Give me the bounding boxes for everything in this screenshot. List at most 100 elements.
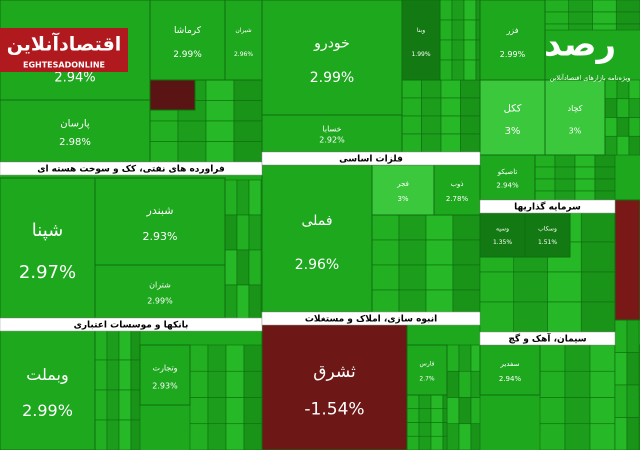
small-tile — [149, 141, 179, 163]
small-tile — [475, 59, 481, 81]
small-tile — [371, 289, 400, 316]
small-tile — [580, 211, 616, 243]
small-tile — [421, 133, 442, 153]
small-tile — [205, 141, 235, 163]
small-tile — [236, 214, 250, 251]
small-tile — [440, 97, 461, 117]
small-tile — [418, 394, 432, 410]
tile-label: فزر — [505, 26, 518, 35]
small-tile — [592, 0, 617, 13]
small-tile — [574, 154, 596, 168]
small-tile — [371, 214, 400, 241]
small-tile — [421, 79, 442, 99]
small-tile — [470, 423, 481, 450]
small-tile — [564, 344, 591, 372]
small-tile — [224, 179, 238, 216]
small-tile — [470, 370, 481, 398]
small-tile — [554, 178, 576, 192]
small-tile — [224, 214, 238, 251]
small-tile — [589, 344, 616, 372]
tile — [479, 0, 546, 81]
small-tile — [574, 166, 596, 180]
small-tile — [418, 408, 432, 423]
small-tile — [94, 359, 108, 391]
small-tile — [463, 39, 477, 61]
small-tile — [554, 154, 576, 168]
small-tile — [614, 352, 628, 386]
small-tile — [401, 115, 422, 135]
small-tile — [564, 423, 591, 450]
tile-change: 2.93% — [143, 230, 178, 243]
small-tile — [401, 97, 422, 117]
tile-label: ثشرق — [313, 362, 356, 382]
small-tile — [616, 98, 630, 118]
sector-title: فلزات اساسی — [339, 155, 403, 165]
small-tile — [592, 11, 617, 25]
tile — [479, 79, 546, 156]
small-tile — [615, 23, 640, 31]
small-tile — [568, 0, 593, 13]
tile-change: 2.93% — [152, 381, 178, 390]
small-tile — [425, 214, 454, 241]
small-tile — [442, 435, 448, 450]
small-tile — [189, 344, 209, 372]
small-tile — [626, 384, 640, 418]
small-tile — [539, 370, 566, 398]
small-tile — [430, 422, 444, 437]
tile — [149, 0, 226, 81]
tile — [0, 177, 96, 319]
small-tile — [616, 79, 630, 100]
small-tile — [233, 141, 263, 163]
small-tile — [439, 59, 453, 81]
tile — [94, 264, 226, 319]
tile — [261, 0, 403, 116]
tile-change: 2.94% — [496, 182, 519, 190]
small-tile — [479, 301, 515, 333]
small-tile — [243, 423, 263, 450]
sector-header — [479, 331, 616, 346]
small-tile — [430, 394, 444, 410]
small-tile — [534, 190, 556, 201]
small-tile — [248, 249, 262, 286]
small-tile — [418, 435, 432, 450]
small-tiles — [94, 0, 640, 450]
small-tile — [224, 249, 238, 286]
tile — [94, 177, 226, 266]
small-tile — [475, 0, 481, 21]
small-tile — [205, 100, 235, 122]
tile-change: 2.99% — [173, 50, 202, 60]
small-tile — [425, 239, 454, 266]
brand-name: رصد — [544, 25, 616, 65]
small-tile — [574, 178, 596, 192]
small-tile — [580, 271, 616, 303]
tile-change: 2.94% — [54, 71, 95, 86]
small-tile — [594, 154, 616, 168]
small-tile — [371, 239, 400, 266]
small-tile — [460, 115, 481, 135]
small-tile — [106, 329, 120, 361]
small-tile — [130, 419, 141, 450]
small-tile — [451, 59, 465, 81]
small-tile — [554, 190, 576, 201]
tile-change: 2.99% — [310, 70, 354, 86]
small-tile — [236, 179, 250, 216]
small-tile — [470, 344, 481, 372]
tile-label: وبملت — [26, 365, 68, 385]
small-tile — [539, 397, 566, 425]
small-tile — [225, 370, 245, 398]
tile-change: -1.54% — [304, 400, 364, 420]
small-tile — [554, 166, 576, 180]
tile-label: فجر — [396, 180, 409, 188]
small-tile — [458, 344, 472, 372]
small-tile — [248, 214, 262, 251]
small-tile — [452, 214, 481, 241]
small-tile — [475, 39, 481, 61]
small-tile — [475, 19, 481, 41]
small-tile — [479, 271, 515, 303]
small-tile — [233, 100, 263, 122]
tile-label: فارس — [420, 361, 435, 368]
small-tile — [401, 79, 422, 99]
small-tile — [398, 214, 427, 241]
small-tile — [626, 417, 640, 450]
small-tile — [406, 408, 420, 423]
